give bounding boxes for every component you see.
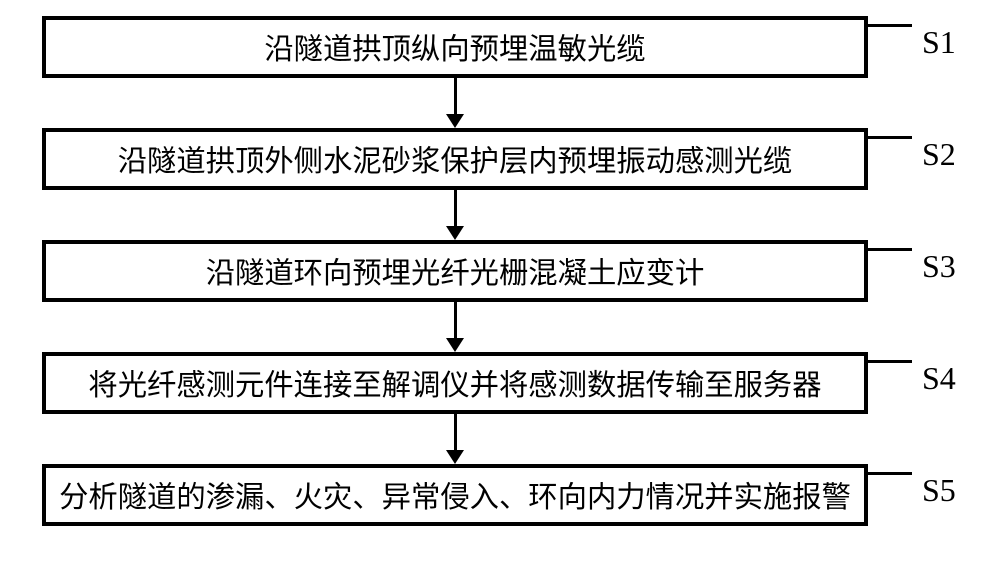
connector-line — [454, 190, 457, 226]
step-text: 沿隧道拱顶纵向预埋温敏光缆 — [264, 26, 645, 68]
step-text: 沿隧道拱顶外侧水泥砂浆保护层内预埋振动感测光缆 — [118, 138, 793, 180]
step-label-s3: S3 — [922, 248, 956, 285]
arrowhead-icon — [446, 114, 464, 128]
step-box-s4: 将光纤感测元件连接至解调仪并将感测数据传输至服务器 — [42, 352, 868, 414]
step-box-s5: 分析隧道的渗漏、火灾、异常侵入、环向内力情况并实施报警 — [42, 464, 868, 526]
arrowhead-icon — [446, 226, 464, 240]
connector-line — [454, 302, 457, 338]
step-text: 将光纤感测元件连接至解调仪并将感测数据传输至服务器 — [88, 362, 821, 404]
arrowhead-icon — [446, 338, 464, 352]
label-tick — [868, 136, 912, 139]
flowchart-canvas: 沿隧道拱顶纵向预埋温敏光缆 S1 沿隧道拱顶外侧水泥砂浆保护层内预埋振动感测光缆 S2… — [0, 0, 1000, 573]
step-text: 分析隧道的渗漏、火灾、异常侵入、环向内力情况并实施报警 — [59, 474, 851, 516]
label-tick — [868, 360, 912, 363]
label-tick — [868, 24, 912, 27]
step-label-s1: S1 — [922, 24, 956, 61]
connector-line — [454, 78, 457, 114]
step-box-s1: 沿隧道拱顶纵向预埋温敏光缆 — [42, 16, 868, 78]
step-label-s4: S4 — [922, 360, 956, 397]
step-box-s2: 沿隧道拱顶外侧水泥砂浆保护层内预埋振动感测光缆 — [42, 128, 868, 190]
label-tick — [868, 472, 912, 475]
connector-line — [454, 414, 457, 450]
step-label-s2: S2 — [922, 136, 956, 173]
label-tick — [868, 248, 912, 251]
step-text: 沿隧道环向预埋光纤光栅混凝土应变计 — [206, 250, 705, 292]
step-box-s3: 沿隧道环向预埋光纤光栅混凝土应变计 — [42, 240, 868, 302]
step-label-s5: S5 — [922, 472, 956, 509]
arrowhead-icon — [446, 450, 464, 464]
